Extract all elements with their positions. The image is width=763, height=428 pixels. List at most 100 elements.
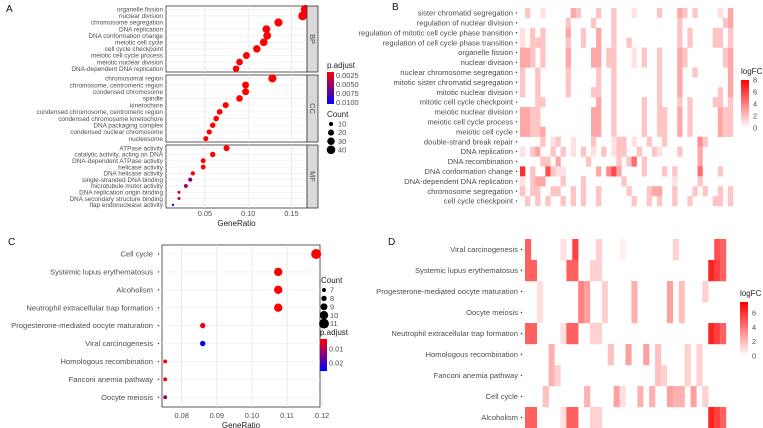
heatmap-cell	[712, 37, 718, 48]
heatmap-cell	[672, 196, 678, 207]
heatmap-cell	[545, 156, 551, 167]
data-point	[232, 65, 240, 72]
heatmap-cell	[525, 126, 531, 137]
x-tick-label: 0.11	[280, 411, 294, 420]
heatmap-row: meiotic cell cycle	[456, 126, 734, 137]
row-tick	[520, 332, 523, 335]
heatmap-cell	[530, 47, 536, 58]
size-legend-dot	[326, 145, 336, 155]
heatmap-cell	[722, 47, 729, 58]
x-tick-label: 0.05	[198, 209, 212, 218]
heatmap-row: meiotic cell cycle process	[427, 116, 734, 127]
heatmap-cell	[641, 116, 647, 127]
legend-tick: 40	[338, 145, 346, 154]
heatmap-cell	[530, 27, 536, 38]
row-label: meiotic cell cycle process	[427, 117, 513, 126]
heatmap-cell	[727, 87, 734, 98]
heatmap-cell	[535, 67, 541, 78]
row-label: regulation of cell cycle phase transitio…	[383, 38, 513, 47]
x-axis-title: GeneRatio	[217, 219, 256, 228]
heatmap-row: double-strand break repair	[424, 136, 708, 147]
heatmap-cell	[656, 97, 663, 108]
heatmap-cell	[565, 37, 571, 48]
heatmap-cell	[656, 87, 663, 98]
heatmap-cell	[677, 37, 683, 48]
heatmap-cell	[677, 107, 683, 118]
heatmap-cell	[540, 126, 546, 137]
term-label: Alcoholism	[116, 285, 153, 294]
heatmap-cell	[535, 107, 541, 118]
heatmap-cell	[606, 166, 612, 177]
term-label: chromosomal region	[105, 76, 163, 83]
heatmap-cell	[611, 166, 617, 177]
heatmap-cell	[631, 8, 637, 19]
heatmap-row: Viral carcinogenesis	[450, 239, 727, 261]
row-label: regulation of nuclear division	[417, 18, 513, 27]
heatmap-cell	[717, 107, 724, 118]
row-tick	[157, 307, 160, 309]
heatmap-cell	[702, 386, 709, 408]
heatmap-cell	[611, 146, 617, 157]
panel-label-C: C	[8, 237, 15, 248]
heatmap-cell	[591, 116, 597, 127]
row-tick	[515, 121, 518, 123]
heatmap-cell	[550, 186, 556, 197]
row-tick	[520, 395, 523, 398]
heatmap-cell	[596, 47, 602, 58]
heatmap-cell	[646, 136, 653, 147]
term-label: condensed chromosome, centromeric region	[37, 109, 164, 116]
heatmap-cell	[643, 344, 650, 366]
term-label: helicase activity	[118, 164, 164, 171]
size-legend-dot	[319, 318, 329, 329]
legend-tick: 20	[338, 128, 346, 137]
heatmap-cell	[727, 107, 734, 118]
row-tick	[515, 200, 518, 202]
row-label: Oocyte meiosis	[466, 308, 518, 317]
heatmap-cell	[596, 77, 602, 88]
heatmap-cell	[607, 344, 614, 366]
heatmap-cell	[690, 386, 697, 408]
heatmap-cell	[542, 386, 549, 408]
row-tick	[515, 32, 518, 34]
data-point	[163, 359, 168, 364]
heatmap-cell	[540, 8, 546, 19]
row-label: Homologous recombination	[426, 350, 518, 359]
heatmap-cell	[646, 196, 653, 207]
heatmap-cell	[570, 196, 576, 207]
legend-tick: 0	[752, 352, 756, 361]
heatmap-row: organelle fission	[458, 47, 734, 58]
heatmap-cell	[678, 302, 685, 324]
legend-tick: 2	[753, 112, 757, 121]
heatmap-cell	[697, 166, 703, 177]
heatmap-cell	[596, 87, 602, 98]
heatmap-cell	[687, 107, 693, 118]
row-tick	[520, 269, 523, 272]
heatmap-cell	[720, 407, 727, 428]
heatmap-cell	[727, 57, 734, 68]
heatmap-cell	[717, 196, 724, 207]
heatmap-row: Cell cycle	[486, 386, 709, 408]
heatmap-row: DNA-dependent DNA replication	[404, 176, 703, 187]
heatmap-cell	[660, 365, 668, 387]
heatmap-cell	[727, 186, 734, 197]
heatmap-cell	[677, 17, 683, 28]
heatmap-cell	[565, 27, 571, 38]
heatmap-cell	[656, 8, 663, 19]
facet-panel	[165, 74, 308, 143]
heatmap-cell	[525, 323, 532, 345]
term-label: DNA replication	[119, 26, 163, 33]
heatmap-cell	[611, 77, 617, 88]
heatmap-cell	[677, 8, 683, 19]
heatmap-cell	[682, 57, 688, 68]
heatmap-cell	[530, 37, 536, 48]
legend-tick: 9	[330, 302, 334, 311]
data-point	[206, 129, 212, 135]
heatmap-cell	[717, 27, 724, 38]
heatmap-cell	[631, 47, 637, 58]
legend-title-count: Count	[327, 110, 349, 119]
row-tick	[157, 378, 160, 380]
heatmap-cell	[662, 126, 668, 137]
heatmap-row: nuclear division	[461, 57, 734, 68]
heatmap-row: DNA conformation change	[424, 166, 724, 177]
x-tick-label: 0.15	[284, 209, 298, 218]
